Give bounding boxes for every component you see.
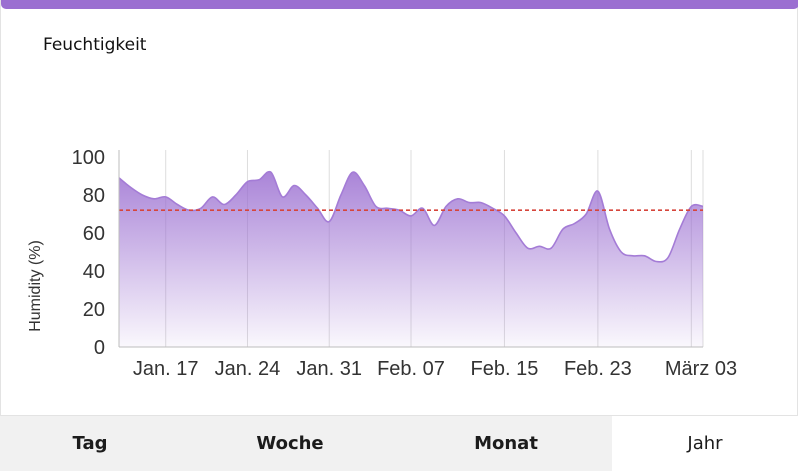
humidity-line xyxy=(118,170,704,263)
y-tick-label: 100 xyxy=(72,147,105,169)
y-tick-label: 60 xyxy=(83,223,105,245)
x-tick-label: Feb. 15 xyxy=(471,358,539,380)
y-axis-label: Humidity (%) xyxy=(27,240,44,332)
x-tick-label: Jan. 31 xyxy=(296,358,362,380)
x-tick-label: Jan. 24 xyxy=(215,358,281,380)
y-tick-label: 40 xyxy=(83,261,105,283)
x-tick-label: Feb. 07 xyxy=(377,358,445,380)
humidity-card: Feuchtigkeit 0 20 40 60 80 100 Jan. 17 Jan. 24… xyxy=(0,0,798,416)
tab-jahr[interactable]: Jahr xyxy=(612,416,798,471)
x-tick-label: Feb. 23 xyxy=(564,358,632,380)
range-tabs: Tag Woche Monat Jahr xyxy=(0,416,798,471)
humidity-chart: 0 20 40 60 80 100 Jan. 17 Jan. 24 Jan. 31 Feb. 0… xyxy=(27,147,737,380)
y-tick-label: 20 xyxy=(83,299,105,321)
x-tick-label: Jan. 17 xyxy=(133,358,199,380)
y-tick-label: 0 xyxy=(94,337,105,359)
card-title: Feuchtigkeit xyxy=(43,35,147,55)
tab-monat[interactable]: Monat xyxy=(400,416,612,471)
y-tick-label: 80 xyxy=(83,185,105,207)
humidity-area xyxy=(119,171,703,347)
x-tick-label: März 03 xyxy=(665,358,737,380)
card-accent-bar xyxy=(1,0,798,9)
tab-woche[interactable]: Woche xyxy=(180,416,400,471)
tab-tag[interactable]: Tag xyxy=(0,416,180,471)
